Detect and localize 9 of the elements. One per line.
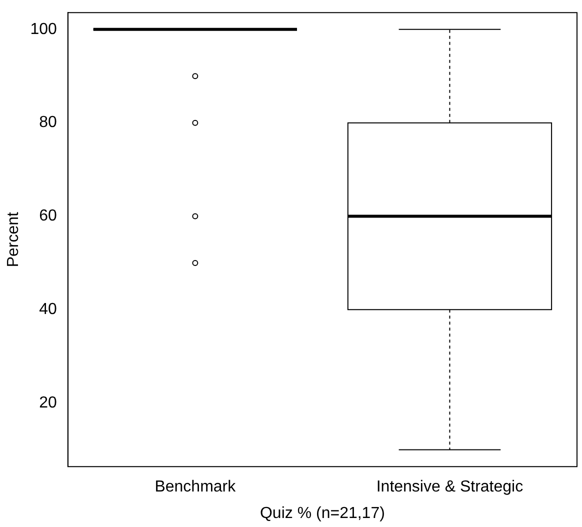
y-tick-label: 40 bbox=[39, 301, 57, 318]
y-axis-title: Percent bbox=[5, 211, 22, 268]
y-tick-label: 80 bbox=[39, 114, 57, 132]
x-axis-title: Quiz % (n=21,17) bbox=[260, 504, 385, 522]
y-tick-label: 100 bbox=[30, 20, 57, 38]
x-tick-label: Benchmark bbox=[154, 478, 237, 496]
x-tick-label: Intensive & Strategic bbox=[376, 478, 524, 496]
y-tick-label: 60 bbox=[39, 208, 57, 225]
y-tick-label: 20 bbox=[39, 394, 57, 412]
